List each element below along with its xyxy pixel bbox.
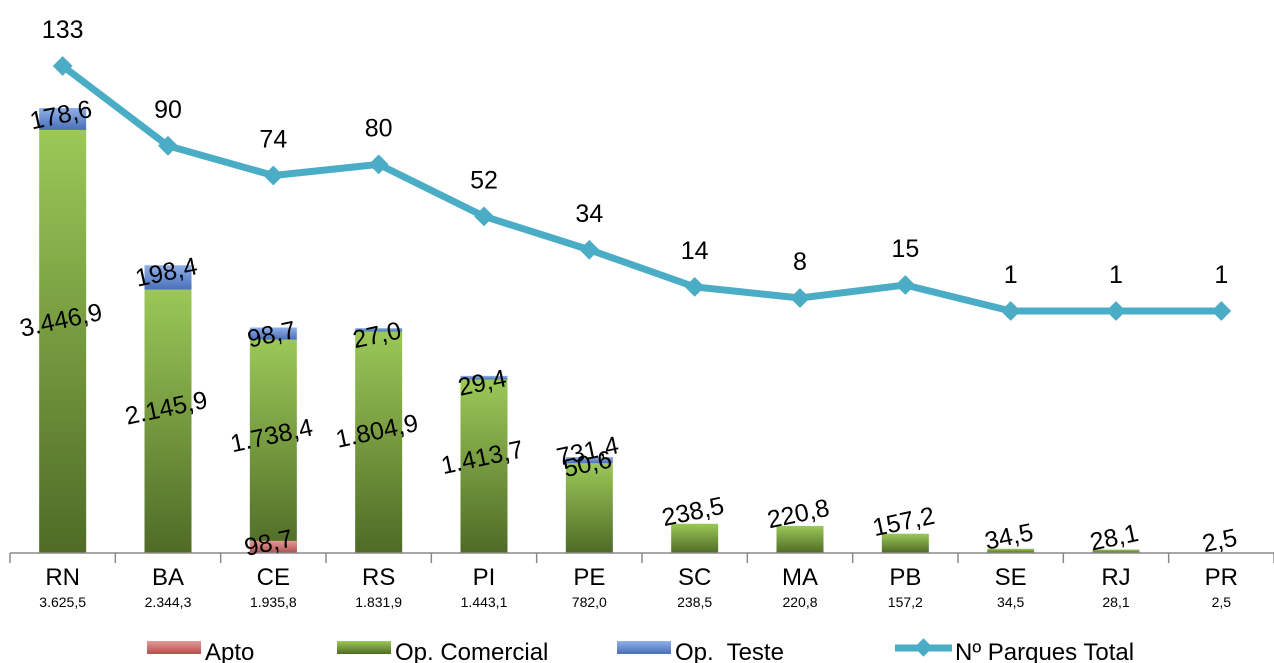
line-label-rn: 133	[42, 16, 84, 44]
line-label-ce: 74	[259, 126, 287, 154]
legend-label-op-comercial: Op. Comercial	[395, 639, 548, 663]
category-total-pe: 782,0	[572, 594, 607, 610]
line-point-pr	[1211, 301, 1232, 321]
bar-op-comercial-pe	[565, 463, 613, 553]
category-label-pe: PE	[573, 564, 605, 591]
legend-swatch-op-teste	[617, 641, 671, 654]
line-point-rs	[368, 154, 389, 175]
bar-op-comercial-ce	[249, 339, 297, 553]
bar-op-teste-ce	[249, 327, 297, 340]
line-point-ce	[263, 165, 284, 186]
line-point-pe	[579, 239, 600, 260]
category-label-ce: CE	[257, 564, 290, 591]
line-point-pi	[474, 206, 494, 227]
bar-op-comercial-pi	[460, 379, 508, 553]
bar-op-teste-ba	[144, 265, 192, 290]
line-label-rj: 1	[1109, 261, 1123, 289]
line-label-pb: 15	[891, 235, 919, 263]
line-label-sc: 14	[681, 237, 709, 265]
line-label-se: 1	[1004, 261, 1018, 289]
category-label-rj: RJ	[1101, 564, 1130, 591]
bar-op-comercial-se	[987, 548, 1035, 553]
bar-op-teste-rs	[355, 328, 403, 332]
category-total-ma: 220,8	[782, 594, 817, 610]
category-total-se: 34,5	[997, 594, 1024, 610]
legend-label-parques: Nº Parques Total	[955, 639, 1134, 663]
line-parques-total	[60, 63, 1222, 315]
bar-op-comercial-rn	[39, 129, 87, 553]
line-label-pi: 52	[470, 166, 498, 194]
category-label-rn: RN	[45, 564, 80, 591]
line-point-ba	[158, 135, 178, 156]
bar-op-comercial-rs	[355, 331, 403, 553]
bar-op-comercial-ba	[144, 289, 192, 553]
line-point-pb	[895, 275, 916, 295]
category-label-sc: SC	[678, 564, 711, 591]
bar-op-teste-rn	[39, 108, 87, 130]
category-total-pr: 2,5	[1212, 594, 1232, 610]
category-total-rn: 3.625,5	[39, 594, 86, 610]
bar-apto-ce	[249, 540, 297, 553]
category-label-pr: PR	[1205, 564, 1238, 591]
legend-line-marker	[914, 638, 933, 657]
labels-layer: 3.446,9178,6RN3.625,52.145,9198,4BA2.344…	[17, 16, 1239, 610]
line-label-rs: 80	[365, 114, 393, 142]
category-label-rs: RS	[362, 564, 395, 591]
category-label-ba: BA	[152, 564, 184, 591]
line-label-ma: 8	[793, 248, 807, 276]
line-point-ma	[790, 288, 810, 308]
bar-op-teste-pe	[565, 457, 613, 464]
category-total-ba: 2.344,3	[145, 594, 192, 610]
line-series-layer	[52, 56, 1232, 321]
bar-op-comercial-rj	[1092, 549, 1140, 553]
line-point-rj	[1106, 301, 1126, 321]
category-label-pb: PB	[889, 564, 921, 591]
line-label-pe: 34	[575, 200, 603, 228]
bar-op-comercial-ma	[776, 525, 824, 553]
category-total-pb: 157,2	[888, 594, 923, 610]
line-point-se	[1000, 301, 1021, 321]
legend-label-op-teste: Op. Teste	[675, 639, 784, 663]
line-label-pr: 1	[1214, 261, 1228, 289]
category-label-se: SE	[995, 564, 1027, 591]
bar-op-teste-pi	[460, 375, 508, 380]
bar-op-comercial-pb	[881, 533, 929, 553]
bar-op-comercial-sc	[671, 523, 719, 553]
category-total-rs: 1.831,9	[355, 594, 402, 610]
category-total-pi: 1.443,1	[461, 594, 508, 610]
line-label-ba: 90	[154, 96, 182, 124]
legend-swatch-apto	[147, 641, 201, 654]
bars-layer	[39, 108, 1245, 553]
line-point-sc	[684, 276, 705, 297]
category-total-rj: 28,1	[1102, 594, 1129, 610]
legend-label-apto: Apto	[205, 639, 254, 663]
x-axis-ticks	[9, 553, 1274, 563]
category-total-ce: 1.935,8	[250, 594, 297, 610]
category-label-pi: PI	[473, 564, 496, 591]
legend: Apto Op. Comercial Op. Teste Nº Parques …	[147, 638, 1134, 663]
category-label-ma: MA	[782, 564, 818, 591]
legend-swatch-op-comercial	[337, 641, 391, 654]
category-total-sc: 238,5	[677, 594, 712, 610]
